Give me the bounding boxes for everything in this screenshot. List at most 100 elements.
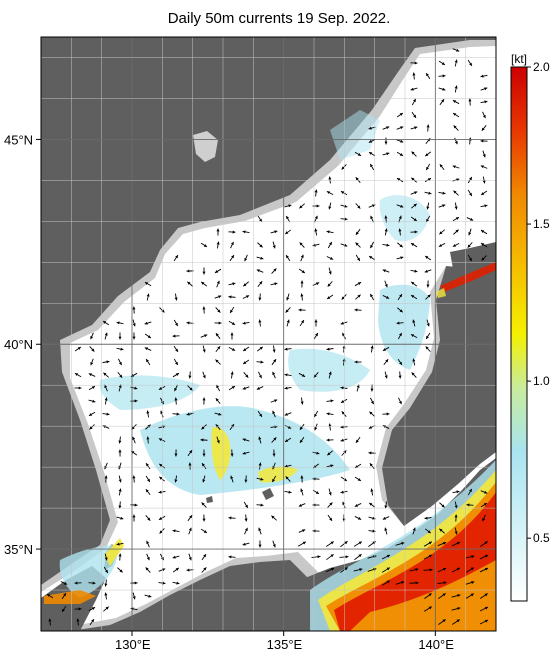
current-arrow	[144, 281, 152, 287]
current-arrow	[174, 384, 178, 392]
current-arrow	[397, 332, 403, 340]
current-arrow	[202, 371, 206, 379]
current-arrow	[314, 423, 318, 431]
current-arrow	[369, 241, 375, 249]
current-arrow	[89, 424, 95, 430]
current-arrow	[396, 151, 404, 157]
current-arrow	[103, 606, 109, 612]
current-arrow	[382, 412, 390, 416]
current-arrow	[454, 501, 458, 509]
current-arrow	[480, 229, 488, 235]
current-arrow	[397, 293, 403, 301]
current-arrow	[465, 593, 475, 599]
current-arrow	[202, 475, 206, 483]
current-arrow	[174, 397, 178, 405]
current-arrow	[299, 242, 305, 248]
current-arrow	[411, 177, 417, 183]
current-arrow	[354, 308, 362, 312]
current-arrow	[300, 254, 304, 262]
current-arrow	[482, 176, 486, 184]
current-arrow	[438, 87, 446, 91]
current-arrow	[452, 48, 460, 52]
current-arrow	[326, 256, 334, 260]
current-arrow	[284, 204, 292, 208]
lon-label-130: 130°E	[115, 637, 151, 652]
current-arrow	[382, 243, 390, 247]
current-arrow	[271, 358, 277, 366]
current-arrow	[425, 294, 431, 300]
current-arrow	[216, 280, 220, 288]
current-arrow	[172, 334, 180, 338]
lat-label-40: 40°N	[4, 337, 33, 352]
current-arrow	[424, 151, 432, 157]
map-title: Daily 50m currents 19 Sep. 2022.	[167, 10, 391, 27]
current-arrow	[314, 228, 318, 236]
current-arrow	[256, 386, 264, 390]
current-arrow	[480, 190, 488, 196]
current-arrow	[201, 502, 207, 508]
current-arrow	[272, 462, 276, 470]
current-arrow	[145, 515, 151, 521]
current-arrow	[118, 449, 122, 457]
current-arrow	[355, 177, 361, 183]
current-arrow	[354, 360, 362, 364]
current-arrow	[242, 321, 250, 325]
current-arrow	[200, 242, 208, 248]
current-arrow	[467, 59, 473, 67]
current-arrow	[216, 436, 220, 444]
current-arrow	[90, 358, 94, 366]
current-arrow	[257, 410, 263, 418]
current-arrow	[104, 475, 108, 483]
current-arrow	[202, 449, 206, 457]
current-arrow	[328, 202, 332, 210]
current-arrow	[454, 202, 458, 210]
current-arrow	[117, 567, 123, 573]
current-arrow	[409, 581, 419, 585]
current-arrow	[410, 191, 418, 195]
ulleung-island	[206, 496, 213, 503]
colorbar-tick-label: 2.0	[533, 60, 550, 74]
colorbar-ticks: 2.0 1.5 1.0 0.5	[527, 60, 550, 545]
current-arrow	[88, 581, 96, 585]
current-arrow	[103, 372, 109, 378]
current-arrow	[452, 619, 460, 625]
current-arrow	[187, 281, 193, 287]
current-arrow	[398, 371, 402, 379]
current-arrow	[48, 618, 52, 626]
current-arrow	[313, 410, 319, 418]
current-arrow	[370, 345, 374, 353]
current-arrow	[439, 98, 445, 106]
current-arrow	[328, 371, 332, 379]
current-arrow	[424, 177, 432, 183]
latitude-labels: 45°N 40°N 35°N	[4, 132, 33, 557]
current-arrow	[145, 475, 151, 483]
current-arrow	[482, 514, 486, 522]
current-arrow	[200, 438, 208, 442]
current-arrow	[300, 280, 304, 288]
current-arrow	[215, 359, 221, 365]
current-arrow	[244, 527, 248, 535]
current-arrow	[158, 490, 166, 494]
current-arrow	[425, 332, 431, 340]
lat-label-35: 35°N	[4, 542, 33, 557]
current-arrow	[102, 320, 110, 326]
current-arrow	[479, 554, 489, 560]
current-arrow	[243, 372, 249, 378]
current-arrow	[300, 397, 304, 405]
current-arrow	[425, 346, 431, 352]
current-arrow	[271, 268, 277, 274]
current-arrow	[355, 228, 361, 236]
current-arrow	[215, 424, 221, 430]
current-arrow	[368, 255, 376, 261]
current-arrow	[384, 371, 388, 379]
current-arrow	[118, 332, 122, 340]
current-arrow	[188, 527, 192, 535]
current-arrow	[172, 555, 180, 559]
current-arrow	[201, 462, 207, 470]
current-arrow	[256, 256, 264, 260]
current-arrow	[270, 282, 278, 286]
current-arrow	[354, 553, 362, 561]
current-arrow	[355, 242, 361, 248]
current-arrow	[326, 347, 334, 351]
